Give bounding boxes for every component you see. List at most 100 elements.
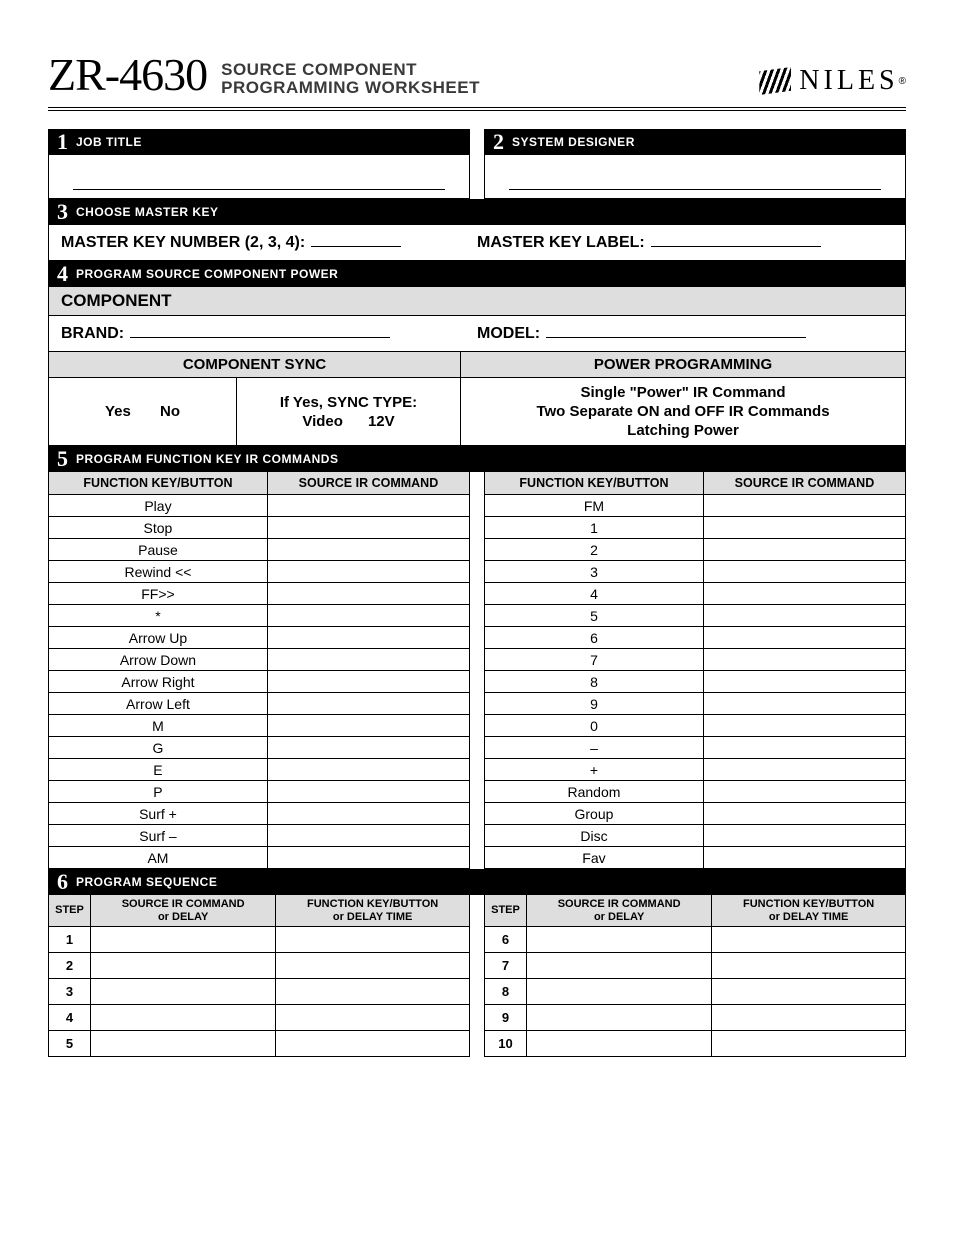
title-line-2: PROGRAMMING WORKSHEET (221, 79, 480, 97)
source-ir-command-cell[interactable] (267, 759, 469, 781)
sync-yes-no[interactable]: Yes No (49, 382, 236, 442)
seq-function-cell[interactable] (276, 1005, 470, 1031)
seq-source-cell[interactable] (91, 1005, 276, 1031)
seq-source-cell[interactable] (527, 1031, 712, 1057)
sync-no: No (160, 403, 180, 420)
source-ir-command-cell[interactable] (267, 583, 469, 605)
table-row: 9 (485, 1005, 906, 1031)
seq-function-cell[interactable] (276, 1031, 470, 1057)
brand-blank (130, 324, 390, 338)
section-1-num: 1 (57, 129, 68, 155)
function-key-cell: 7 (485, 649, 704, 671)
seq-step-cell: 4 (49, 1005, 91, 1031)
source-ir-command-cell[interactable] (267, 495, 469, 517)
section-2-bar: 2 SYSTEM DESIGNER (484, 129, 906, 155)
source-ir-command-cell[interactable] (703, 517, 905, 539)
table-row: + (485, 759, 906, 781)
source-ir-command-cell[interactable] (703, 825, 905, 847)
source-ir-command-cell[interactable] (267, 627, 469, 649)
sync-type-prompt: If Yes, SYNC TYPE: (247, 394, 450, 411)
function-key-cell: Pause (49, 539, 268, 561)
master-key-number-field[interactable]: MASTER KEY NUMBER (2, 3, 4): (61, 233, 477, 252)
source-ir-command-cell[interactable] (267, 737, 469, 759)
source-ir-command-cell[interactable] (267, 671, 469, 693)
source-ir-command-cell[interactable] (267, 781, 469, 803)
sync-type-body[interactable]: If Yes, SYNC TYPE: Video 12V (237, 382, 460, 442)
seq-col-src: SOURCE IR COMMANDor DELAY (527, 895, 712, 927)
section-5-label: PROGRAM FUNCTION KEY IR COMMANDS (76, 452, 338, 466)
source-ir-command-cell[interactable] (703, 715, 905, 737)
source-ir-command-cell[interactable] (267, 825, 469, 847)
seq-step-cell: 6 (485, 927, 527, 953)
seq-source-cell[interactable] (91, 953, 276, 979)
seq-function-cell[interactable] (712, 927, 906, 953)
seq-function-cell[interactable] (712, 979, 906, 1005)
function-key-cell: FF>> (49, 583, 268, 605)
seq-function-cell[interactable] (712, 1031, 906, 1057)
table-row: P (49, 781, 470, 803)
table-row: 7 (485, 953, 906, 979)
system-designer-field[interactable] (484, 155, 906, 199)
section-6-bar: 6 PROGRAM SEQUENCE (48, 869, 906, 895)
source-ir-command-cell[interactable] (703, 583, 905, 605)
seq-source-cell[interactable] (527, 927, 712, 953)
source-ir-command-cell[interactable] (703, 781, 905, 803)
function-key-table-left: FUNCTION KEY/BUTTON SOURCE IR COMMAND Pl… (48, 472, 470, 869)
source-ir-command-cell[interactable] (703, 759, 905, 781)
seq-function-cell[interactable] (712, 1005, 906, 1031)
power-programming-body[interactable]: Single "Power" IR Command Two Separate O… (461, 378, 905, 445)
source-ir-command-cell[interactable] (703, 627, 905, 649)
master-key-label-field[interactable]: MASTER KEY LABEL: (477, 233, 893, 252)
fk-col-key: FUNCTION KEY/BUTTON (485, 472, 704, 495)
source-ir-command-cell[interactable] (703, 605, 905, 627)
source-ir-command-cell[interactable] (703, 737, 905, 759)
source-ir-command-cell[interactable] (267, 539, 469, 561)
seq-source-cell[interactable] (527, 953, 712, 979)
job-title-field[interactable] (48, 155, 470, 199)
source-ir-command-cell[interactable] (267, 561, 469, 583)
section-5-num: 5 (57, 446, 68, 472)
title-line-1: SOURCE COMPONENT (221, 61, 480, 79)
seq-step-cell: 5 (49, 1031, 91, 1057)
seq-function-cell[interactable] (276, 927, 470, 953)
source-ir-command-cell[interactable] (267, 693, 469, 715)
source-ir-command-cell[interactable] (703, 649, 905, 671)
brand-field[interactable]: BRAND: (61, 324, 477, 343)
source-ir-command-cell[interactable] (703, 847, 905, 869)
seq-source-cell[interactable] (527, 1005, 712, 1031)
source-ir-command-cell[interactable] (703, 561, 905, 583)
seq-function-cell[interactable] (712, 953, 906, 979)
function-key-cell: FM (485, 495, 704, 517)
title-block: SOURCE COMPONENT PROGRAMMING WORKSHEET (221, 61, 480, 101)
seq-col-fk: FUNCTION KEY/BUTTONor DELAY TIME (712, 895, 906, 927)
source-ir-command-cell[interactable] (703, 539, 905, 561)
source-ir-command-cell[interactable] (267, 803, 469, 825)
source-ir-command-cell[interactable] (267, 605, 469, 627)
section-4-bar: 4 PROGRAM SOURCE COMPONENT POWER (48, 261, 906, 287)
system-designer-line (509, 189, 881, 190)
pp-opt-1: Single "Power" IR Command (471, 384, 895, 401)
seq-function-cell[interactable] (276, 979, 470, 1005)
seq-source-cell[interactable] (91, 1031, 276, 1057)
source-ir-command-cell[interactable] (703, 693, 905, 715)
source-ir-command-cell[interactable] (267, 517, 469, 539)
source-ir-command-cell[interactable] (703, 803, 905, 825)
source-ir-command-cell[interactable] (703, 495, 905, 517)
table-row: 2 (485, 539, 906, 561)
source-ir-command-cell[interactable] (267, 649, 469, 671)
source-ir-command-cell[interactable] (703, 671, 905, 693)
seq-source-cell[interactable] (91, 927, 276, 953)
fk-col-cmd: SOURCE IR COMMAND (267, 472, 469, 495)
seq-source-cell[interactable] (527, 979, 712, 1005)
seq-source-cell[interactable] (91, 979, 276, 1005)
header-left: ZR-4630 SOURCE COMPONENT PROGRAMMING WOR… (48, 48, 480, 101)
source-ir-command-cell[interactable] (267, 715, 469, 737)
seq-function-cell[interactable] (276, 953, 470, 979)
model-field[interactable]: MODEL: (477, 324, 893, 343)
table-row: Random (485, 781, 906, 803)
source-ir-command-cell[interactable] (267, 847, 469, 869)
function-key-cell: Fav (485, 847, 704, 869)
section-2-num: 2 (493, 129, 504, 155)
table-row: 3 (49, 979, 470, 1005)
sync-12v: 12V (368, 413, 395, 430)
